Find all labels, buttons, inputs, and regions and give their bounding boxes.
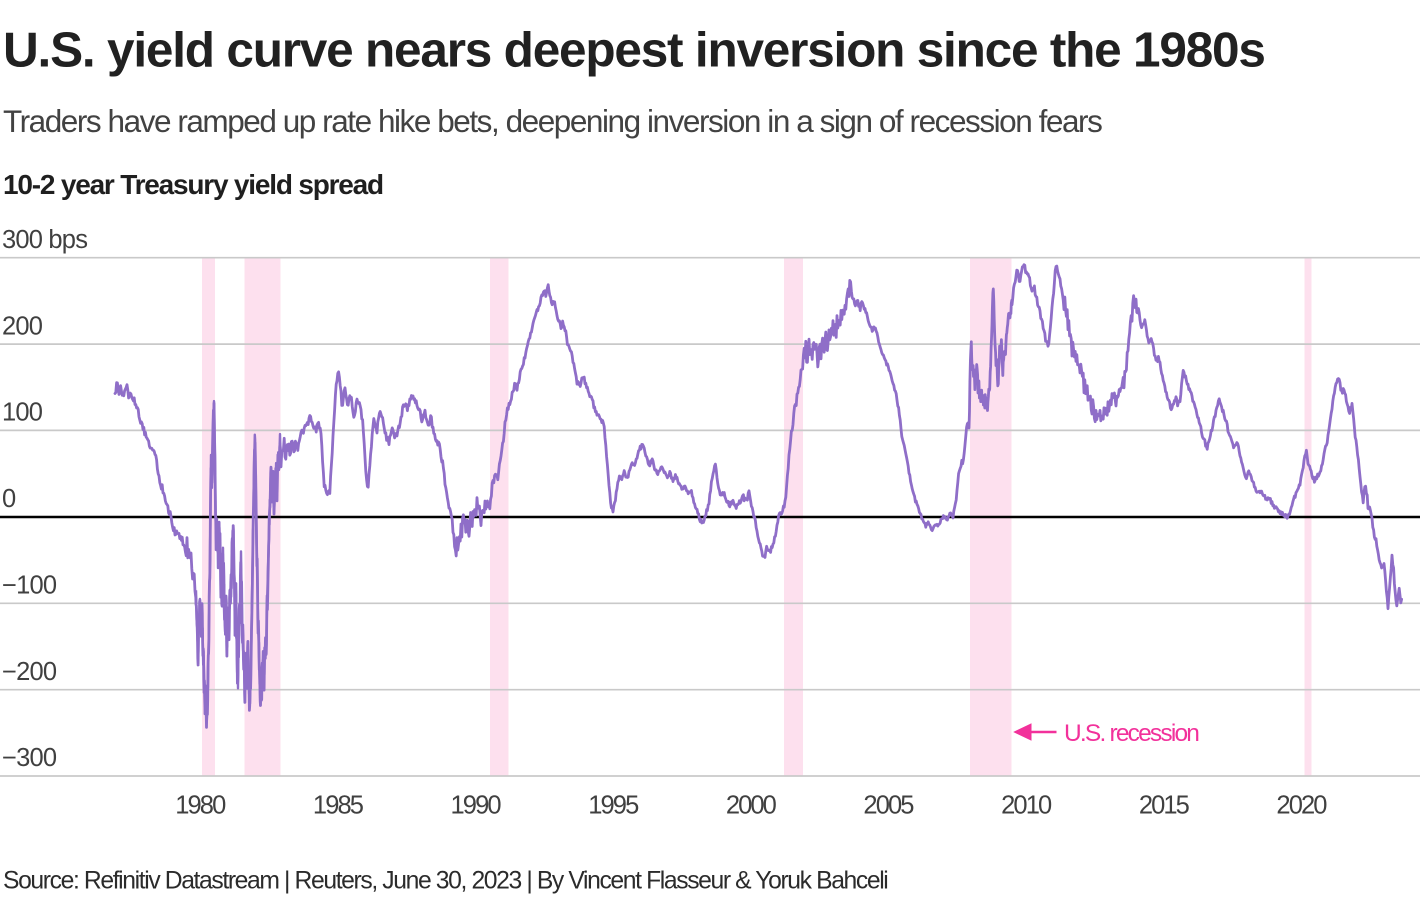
svg-text:U.S. recession: U.S. recession (1064, 720, 1199, 747)
svg-text:1980: 1980 (175, 792, 226, 820)
svg-text:−100: −100 (2, 571, 57, 599)
svg-text:Source: Refinitiv Datastream |: Source: Refinitiv Datastream | Reuters, … (3, 868, 887, 895)
svg-text:−200: −200 (2, 658, 57, 686)
svg-text:Traders have ramped up rate hi: Traders have ramped up rate hike bets, d… (3, 103, 1102, 139)
svg-text:U.S. yield curve nears deepest: U.S. yield curve nears deepest inversion… (3, 22, 1265, 77)
svg-text:1990: 1990 (451, 792, 502, 820)
svg-text:1985: 1985 (313, 792, 364, 820)
svg-text:2010: 2010 (1001, 792, 1052, 820)
svg-text:−300: −300 (2, 744, 57, 772)
svg-text:2015: 2015 (1139, 792, 1190, 820)
svg-text:10-2 year Treasury yield sprea: 10-2 year Treasury yield spread (3, 169, 383, 200)
svg-text:2005: 2005 (863, 792, 914, 820)
svg-text:200: 200 (2, 312, 43, 340)
svg-text:100: 100 (2, 399, 43, 427)
svg-text:1995: 1995 (588, 792, 639, 820)
svg-text:300 bps: 300 bps (2, 226, 87, 254)
svg-text:2020: 2020 (1276, 792, 1327, 820)
svg-text:2000: 2000 (726, 792, 777, 820)
svg-text:0: 0 (2, 485, 16, 513)
